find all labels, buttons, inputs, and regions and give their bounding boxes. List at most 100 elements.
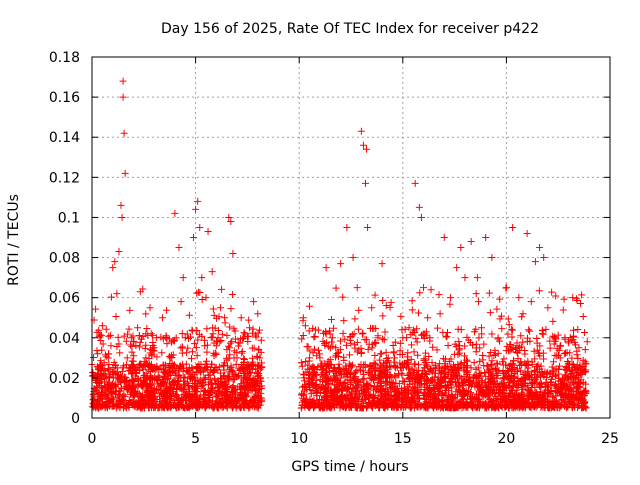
data-point: [298, 335, 306, 343]
data-point: [549, 401, 557, 409]
data-point: [249, 395, 257, 403]
data-point: [347, 333, 355, 341]
data-point: [194, 288, 202, 296]
data-point: [526, 327, 534, 335]
data-point: [376, 356, 384, 364]
data-point: [243, 360, 251, 368]
data-point: [478, 377, 486, 385]
data-point: [152, 334, 160, 342]
data-point: [345, 404, 353, 412]
data-point: [329, 377, 337, 385]
data-point: [216, 304, 224, 312]
data-point: [394, 403, 402, 411]
data-point: [473, 274, 481, 282]
data-point: [440, 234, 448, 241]
data-point: [119, 77, 127, 85]
data-point: [422, 395, 430, 403]
data-point: [204, 227, 212, 235]
data-point: [310, 374, 318, 382]
data-point: [408, 306, 416, 314]
data-point: [372, 339, 380, 347]
data-point: [453, 397, 461, 405]
data-point: [211, 375, 219, 383]
data-point: [177, 298, 185, 306]
data-point: [521, 359, 529, 367]
data-point: [228, 400, 236, 408]
y-tick-label: 0: [71, 411, 80, 427]
data-point: [390, 392, 398, 400]
data-point: [90, 403, 98, 411]
data-point: [361, 388, 369, 396]
data-point: [429, 376, 437, 384]
data-point: [89, 391, 97, 399]
data-point: [308, 400, 316, 408]
data-point: [139, 391, 147, 399]
data-point: [380, 385, 388, 393]
data-point: [219, 384, 227, 392]
data-point: [177, 384, 185, 392]
data-point: [203, 325, 211, 333]
data-point: [314, 326, 322, 334]
data-point: [316, 354, 324, 362]
data-point: [240, 399, 248, 407]
data-point: [477, 369, 485, 377]
data-point: [150, 397, 158, 405]
data-point: [351, 315, 359, 323]
data-point: [552, 292, 560, 300]
data-point: [189, 374, 197, 382]
data-point: [105, 332, 113, 340]
data-point: [204, 341, 212, 349]
data-point: [554, 331, 562, 339]
data-point: [579, 404, 587, 412]
data-point: [236, 339, 244, 347]
data-point: [438, 397, 446, 405]
data-point: [116, 349, 124, 357]
data-point: [175, 244, 183, 252]
data-point: [310, 345, 318, 353]
data-point: [209, 305, 217, 313]
data-point: [166, 383, 174, 391]
data-point: [316, 403, 324, 411]
data-point: [255, 402, 263, 410]
data-point: [410, 348, 418, 356]
data-point: [172, 371, 180, 379]
data-point: [408, 297, 416, 305]
data-point: [452, 401, 460, 409]
data-point: [420, 392, 428, 400]
data-point: [504, 315, 512, 323]
data-point: [343, 341, 351, 349]
data-point: [339, 329, 347, 337]
data-point: [176, 400, 184, 408]
data-point: [113, 343, 121, 351]
data-point: [425, 353, 433, 361]
data-point: [194, 395, 202, 403]
data-point: [93, 347, 101, 355]
data-point: [153, 353, 161, 361]
data-point: [95, 332, 103, 340]
data-point: [541, 368, 549, 376]
data-point: [387, 384, 395, 392]
data-point: [332, 353, 340, 361]
data-point: [384, 354, 392, 362]
data-point: [467, 382, 475, 390]
data-point: [213, 314, 221, 322]
data-point: [332, 284, 340, 292]
data-point: [144, 362, 152, 370]
data-point: [513, 365, 521, 373]
data-point: [377, 379, 385, 387]
data-point: [304, 343, 312, 351]
y-tick-label: 0.08: [49, 251, 80, 267]
data-point: [406, 370, 414, 378]
data-point: [572, 384, 580, 392]
data-point: [533, 373, 541, 381]
data-point: [337, 260, 345, 268]
data-point: [192, 404, 200, 412]
data-point: [106, 396, 114, 404]
data-point: [430, 364, 438, 372]
data-points: [88, 77, 591, 412]
data-point: [569, 326, 577, 334]
data-point: [255, 346, 263, 354]
data-point: [205, 378, 213, 386]
data-point: [114, 391, 122, 399]
data-point: [472, 400, 480, 408]
